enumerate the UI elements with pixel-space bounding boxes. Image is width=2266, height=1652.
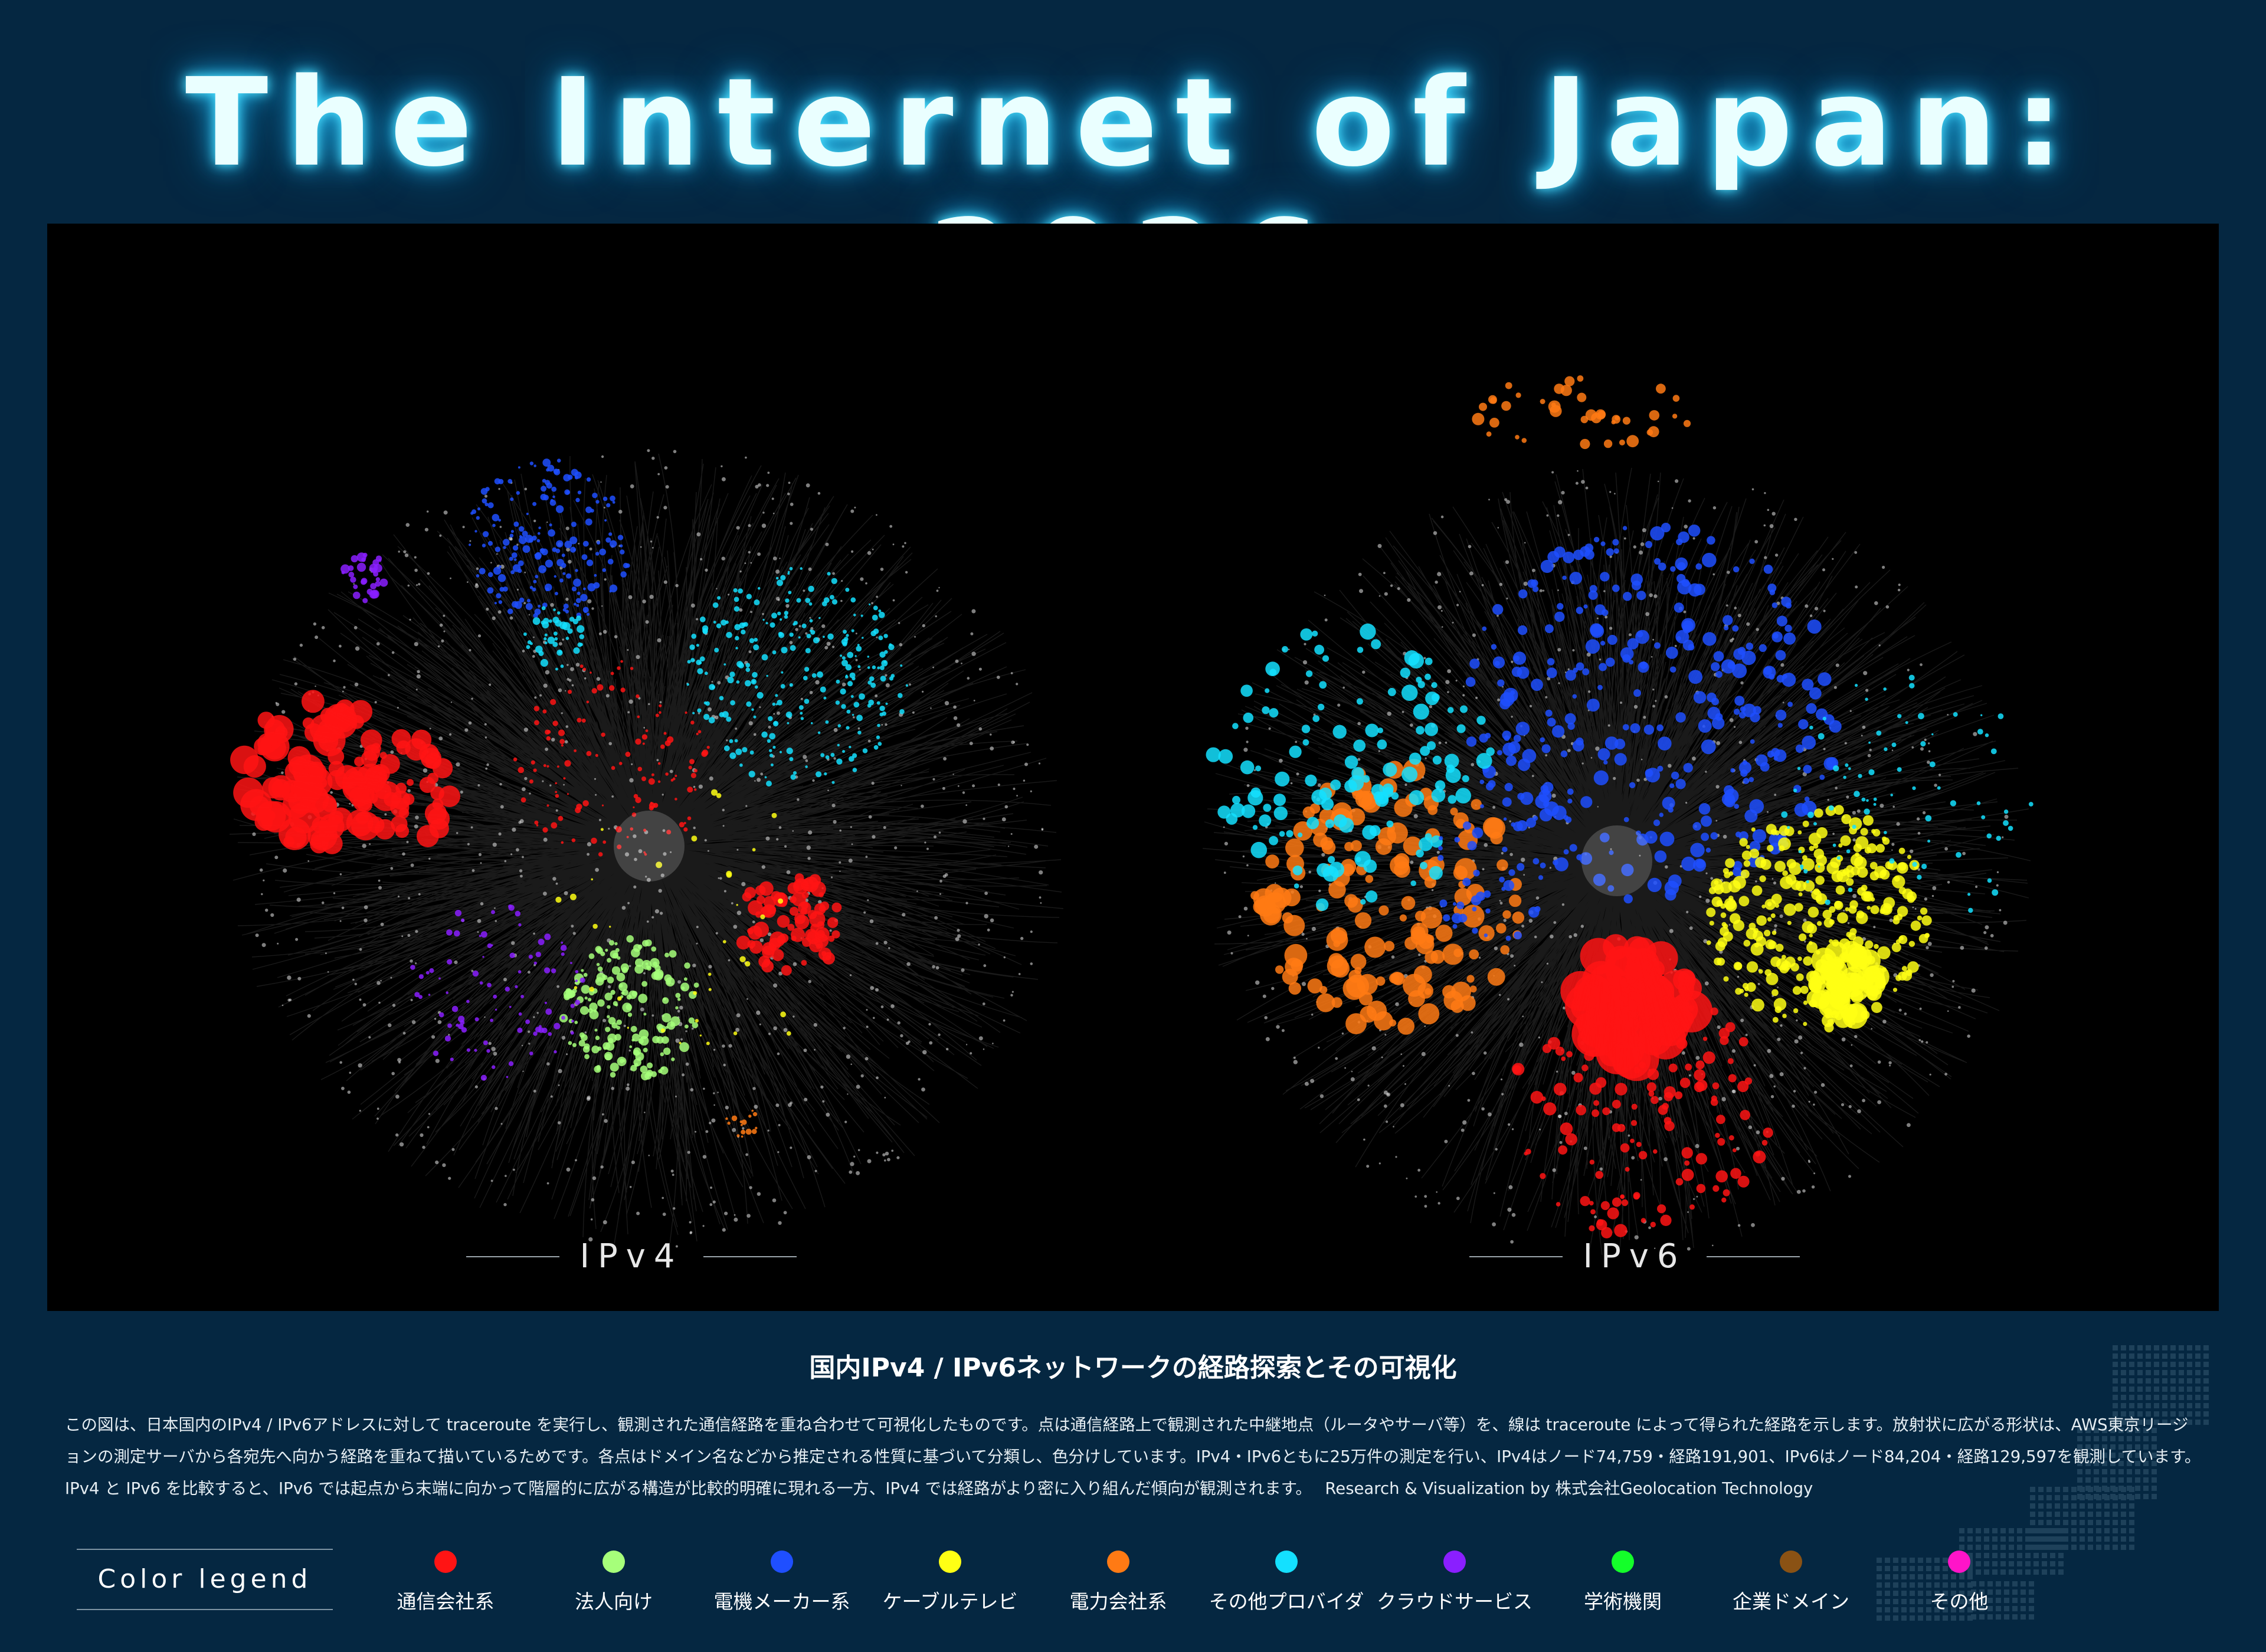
legend-item-label: クラウドサービス [1377, 1590, 1533, 1613]
legend-color-dot [1612, 1551, 1634, 1573]
label-rule-left [466, 1256, 559, 1257]
legend-item-label: 学術機関 [1584, 1590, 1662, 1613]
ipv6-network-graph [1202, 375, 2033, 1256]
legend-title-box: Color legend [77, 1549, 333, 1610]
legend-item: 学術機関 [1540, 1551, 1705, 1615]
legend-item: その他プロバイダ [1204, 1551, 1369, 1615]
legend-color-dot [1948, 1551, 1970, 1573]
legend-item: ケーブルテレビ [867, 1551, 1033, 1615]
legend-item: クラウドサービス [1372, 1551, 1537, 1615]
japan-map-decoration [1877, 1345, 2209, 1621]
legend-item-label: 電機メーカー系 [713, 1590, 850, 1613]
label-rule-left [1469, 1256, 1563, 1257]
ipv4-graph-label: IPv4 [466, 1227, 797, 1286]
description-line-3: IPv4 と IPv6 を比較すると、IPv6 では起点から末端に向かって階層的… [65, 1479, 1813, 1498]
legend-color-dot [771, 1551, 793, 1573]
node-dots [230, 449, 1044, 1248]
legend-title: Color legend [97, 1564, 312, 1594]
legend-item: 電機メーカー系 [699, 1551, 865, 1615]
legend-item-label: 企業ドメイン [1733, 1590, 1849, 1613]
legend-item-label: 通信会社系 [397, 1590, 495, 1613]
legend-item: 通信会社系 [363, 1551, 528, 1615]
legend-item: 企業ドメイン [1708, 1551, 1874, 1615]
legend-item-label: ケーブルテレビ [882, 1590, 1018, 1613]
description-heading: 国内IPv4 / IPv6ネットワークの経路探索とその可視化 [809, 1353, 1457, 1383]
legend-item: その他 [1877, 1551, 2042, 1615]
ipv4-network-graph [229, 449, 1064, 1248]
node-dots [1206, 375, 2033, 1251]
description-line-1: この図は、日本国内のIPv4 / IPv6アドレスに対して traceroute… [65, 1415, 2189, 1434]
legend-item: 電力会社系 [1036, 1551, 1201, 1615]
description-text: この図は、日本国内のIPv4 / IPv6アドレスに対して traceroute… [65, 1409, 2213, 1504]
label-rule-right [703, 1256, 797, 1257]
ipv4-label-text: IPv4 [579, 1237, 683, 1276]
route-lines [229, 453, 1064, 1244]
visualization-panel [47, 224, 2219, 1311]
network-graphs [229, 375, 2033, 1256]
legend-color-dot [1780, 1551, 1802, 1573]
legend-item-label: その他 [1930, 1590, 1989, 1613]
legend-color-dot [1443, 1551, 1466, 1573]
legend-item: 法人向け [531, 1551, 696, 1615]
legend-color-dot [1107, 1551, 1129, 1573]
ipv6-graph-label: IPv6 [1469, 1227, 1800, 1286]
description-line-2: ョンの測定サーバから各宛先へ向かう経路を重ねて描いているためです。各点はドメイン… [65, 1447, 2201, 1466]
label-rule-right [1707, 1256, 1800, 1257]
legend-color-dot [602, 1551, 625, 1573]
legend-item-label: その他プロバイダ [1209, 1590, 1364, 1613]
legend-color-dot [1275, 1551, 1298, 1573]
legend-item-label: 電力会社系 [1069, 1590, 1167, 1613]
legend-color-dot [434, 1551, 457, 1573]
legend-item-label: 法人向け [575, 1590, 653, 1613]
ipv6-label-text: IPv6 [1583, 1237, 1687, 1276]
legend-color-dot [939, 1551, 961, 1573]
